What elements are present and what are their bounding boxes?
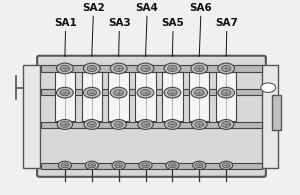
Circle shape (218, 63, 235, 74)
Circle shape (60, 122, 69, 127)
Text: SA3: SA3 (108, 18, 130, 28)
Circle shape (114, 90, 123, 96)
Text: SA1: SA1 (54, 18, 77, 28)
Circle shape (222, 163, 230, 168)
Circle shape (87, 90, 97, 96)
Bar (162, 72, 182, 121)
Circle shape (141, 66, 150, 72)
Text: SA4: SA4 (136, 3, 158, 12)
Bar (135, 72, 156, 121)
Circle shape (87, 66, 97, 72)
Circle shape (115, 163, 122, 168)
Bar (41, 122, 262, 128)
Circle shape (58, 161, 71, 170)
Text: SA2: SA2 (82, 3, 105, 12)
Circle shape (142, 163, 149, 168)
Circle shape (137, 63, 154, 74)
Circle shape (139, 161, 152, 170)
Circle shape (87, 122, 96, 127)
FancyBboxPatch shape (37, 56, 266, 177)
Circle shape (222, 122, 231, 127)
Circle shape (191, 87, 208, 98)
Circle shape (194, 66, 204, 72)
Circle shape (164, 87, 181, 98)
Circle shape (137, 87, 154, 98)
Circle shape (218, 120, 234, 129)
Circle shape (110, 63, 127, 74)
Circle shape (60, 66, 70, 72)
Circle shape (56, 63, 73, 74)
Bar (272, 95, 281, 130)
Circle shape (169, 163, 176, 168)
Circle shape (56, 87, 73, 98)
Text: SA7: SA7 (215, 18, 238, 28)
Circle shape (138, 120, 153, 129)
Circle shape (114, 122, 123, 127)
Circle shape (168, 66, 177, 72)
Circle shape (221, 66, 231, 72)
Circle shape (193, 161, 206, 170)
Bar (23, 65, 40, 168)
Circle shape (83, 87, 100, 98)
Bar (55, 72, 75, 121)
Circle shape (195, 122, 204, 127)
Circle shape (85, 161, 98, 170)
Circle shape (165, 120, 180, 129)
Circle shape (60, 90, 70, 96)
Circle shape (221, 90, 231, 96)
Bar (82, 72, 102, 121)
Circle shape (141, 90, 150, 96)
Circle shape (168, 122, 177, 127)
Circle shape (83, 63, 100, 74)
Bar (41, 162, 262, 169)
Circle shape (84, 120, 100, 129)
Circle shape (164, 63, 181, 74)
Text: SA5: SA5 (162, 18, 184, 28)
Circle shape (261, 83, 276, 92)
Bar (109, 72, 129, 121)
Circle shape (141, 122, 150, 127)
Circle shape (191, 120, 207, 129)
Circle shape (110, 87, 127, 98)
Bar (216, 72, 236, 121)
Bar (41, 66, 262, 72)
Bar (189, 72, 209, 121)
Circle shape (168, 90, 177, 96)
Circle shape (218, 87, 235, 98)
Circle shape (194, 90, 204, 96)
Circle shape (220, 161, 233, 170)
Circle shape (57, 120, 73, 129)
Circle shape (114, 66, 123, 72)
Circle shape (195, 163, 203, 168)
Circle shape (166, 161, 179, 170)
Circle shape (88, 163, 96, 168)
Circle shape (111, 120, 126, 129)
Circle shape (112, 161, 125, 170)
Circle shape (191, 63, 208, 74)
Circle shape (61, 163, 69, 168)
Text: SA6: SA6 (189, 3, 212, 12)
Bar (262, 65, 278, 168)
Bar (41, 89, 262, 95)
